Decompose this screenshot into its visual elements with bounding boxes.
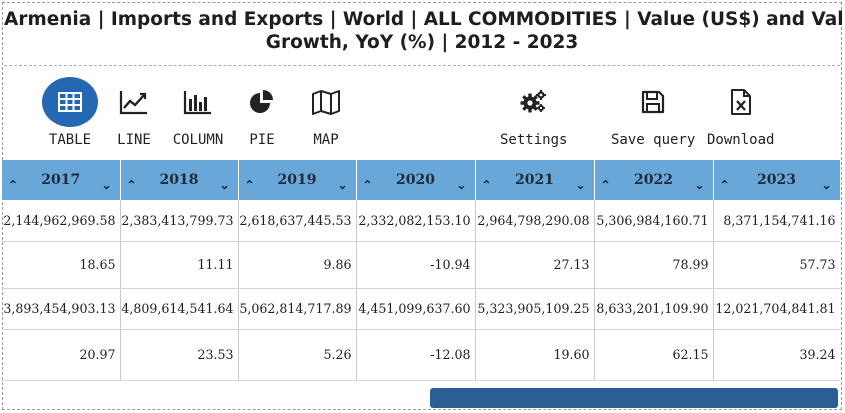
map-view-button[interactable]: MAP [297, 76, 355, 148]
column-chart-icon [183, 91, 211, 115]
sort-desc-icon[interactable]: ⌄ [219, 178, 230, 192]
table-cell: 8,371,154,741.16 [713, 200, 840, 242]
pie-view-button[interactable]: PIE [233, 76, 291, 148]
table-cell: 4,809,614,541.64 [120, 288, 239, 330]
pie-view-label: PIE [249, 132, 275, 148]
table-cell: 3,893,454,903.13 [2, 288, 121, 330]
column-header-2020[interactable]: ⌃ 2020 ⌄ [356, 160, 476, 200]
table-cell: 9.86 [238, 241, 357, 289]
line-view-label: LINE [117, 132, 151, 148]
table-row: 18.65 11.11 9.86 -10.94 27.13 78.99 57.7… [2, 241, 840, 289]
column-header-2017[interactable]: ⌃ 2017 ⌄ [2, 160, 121, 200]
floppy-disk-icon [642, 90, 665, 114]
sort-asc-icon[interactable]: ⌃ [362, 178, 373, 192]
sort-desc-icon[interactable]: ⌄ [101, 178, 112, 192]
table-cell: 27.13 [475, 241, 595, 289]
sort-desc-icon[interactable]: ⌄ [575, 178, 586, 192]
data-table: ⌃ 2017 ⌄ ⌃ 2018 ⌄ ⌃ 2019 ⌄ ⌃ 2020 ⌄ ⌃ 2021 ⌄ ⌃ 2022… [2, 160, 840, 381]
table-cell: 78.99 [594, 241, 714, 289]
title-divider [4, 65, 840, 66]
table-header-row: ⌃ 2017 ⌄ ⌃ 2018 ⌄ ⌃ 2019 ⌄ ⌃ 2020 ⌄ ⌃ 2021 ⌄ ⌃ 2022… [2, 160, 840, 200]
table-cell: 2,964,798,290.08 [475, 200, 595, 242]
table-cell: 4,451,099,637.60 [356, 288, 476, 330]
column-header-2019[interactable]: ⌃ 2019 ⌄ [238, 160, 357, 200]
column-header-2018[interactable]: ⌃ 2018 ⌄ [120, 160, 239, 200]
sort-asc-icon[interactable]: ⌃ [244, 178, 255, 192]
settings-label: Settings [500, 132, 568, 148]
sort-asc-icon[interactable]: ⌃ [126, 178, 137, 192]
sort-desc-icon[interactable]: ⌄ [456, 178, 467, 192]
table-cell: 20.97 [2, 329, 121, 381]
table-view-label: TABLE [48, 132, 92, 148]
table-cell: 2,144,962,969.58 [2, 200, 121, 242]
column-header-2021[interactable]: ⌃ 2021 ⌄ [475, 160, 595, 200]
table-cell: 23.53 [120, 329, 239, 381]
table-cell: 12,021,704,841.81 [713, 288, 840, 330]
title-line-1: Armenia | Imports and Exports | World | … [4, 9, 845, 30]
column-header-2023[interactable]: ⌃ 2023 ⌄ [713, 160, 840, 200]
table-cell: 39.24 [713, 329, 840, 381]
map-icon [312, 90, 340, 115]
table-cell: 5,062,814,717.89 [238, 288, 357, 330]
sort-desc-icon[interactable]: ⌄ [694, 178, 705, 192]
excel-file-icon [730, 89, 751, 115]
save-query-button[interactable]: Save query [611, 76, 695, 148]
table-cell: 5.26 [238, 329, 357, 381]
table-cell: 5,306,984,160.71 [594, 200, 714, 242]
table-cell: 8,633,201,109.90 [594, 288, 714, 330]
column-view-label: COLUMN [172, 132, 224, 148]
sort-asc-icon[interactable]: ⌃ [719, 178, 730, 192]
table-cell: 19.60 [475, 329, 595, 381]
table-row: 20.97 23.53 5.26 -12.08 19.60 62.15 39.2… [2, 329, 840, 381]
page-title: Armenia | Imports and Exports | World | … [4, 8, 845, 54]
line-view-button[interactable]: LINE [105, 76, 163, 148]
pie-chart-icon [250, 90, 273, 113]
table-cell: -12.08 [356, 329, 476, 381]
gears-icon [520, 90, 546, 113]
data-table-container: ⌃ 2017 ⌄ ⌃ 2018 ⌄ ⌃ 2019 ⌄ ⌃ 2020 ⌄ ⌃ 2021 ⌄ ⌃ 2022… [2, 160, 840, 386]
table-view-button[interactable]: TABLE [41, 76, 99, 148]
download-button[interactable]: Download [707, 76, 774, 148]
sort-desc-icon[interactable]: ⌄ [337, 178, 348, 192]
view-toolbar: TABLE LINE COLUMN [0, 76, 845, 158]
table-cell: 2,383,413,799.73 [120, 200, 239, 242]
table-cell: 2,332,082,153.10 [356, 200, 476, 242]
sort-desc-icon[interactable]: ⌄ [821, 178, 832, 192]
table-row: 2,144,962,969.58 2,383,413,799.73 2,618,… [2, 200, 840, 242]
title-line-2: Growth, YoY (%) | 2012 - 2023 [265, 32, 579, 53]
table-row: 3,893,454,903.13 4,809,614,541.64 5,062,… [2, 288, 840, 330]
table-cell: 57.73 [713, 241, 840, 289]
sort-asc-icon[interactable]: ⌃ [481, 178, 492, 192]
download-label: Download [707, 132, 775, 148]
horizontal-scrollbar-thumb[interactable] [430, 388, 838, 408]
table-cell: 5,323,905,109.25 [475, 288, 595, 330]
table-cell: 18.65 [2, 241, 121, 289]
sort-asc-icon[interactable]: ⌃ [600, 178, 611, 192]
table-cell: 2,618,637,445.53 [238, 200, 357, 242]
save-query-label: Save query [611, 132, 696, 148]
table-cell: 62.15 [594, 329, 714, 381]
table-cell: -10.94 [356, 241, 476, 289]
map-view-label: MAP [313, 132, 339, 148]
column-header-2022[interactable]: ⌃ 2022 ⌄ [594, 160, 714, 200]
settings-button[interactable]: Settings [500, 76, 567, 148]
table-cell: 11.11 [120, 241, 239, 289]
column-view-button[interactable]: COLUMN [169, 76, 227, 148]
table-icon [58, 92, 82, 112]
line-chart-icon [119, 91, 147, 115]
sort-asc-icon[interactable]: ⌃ [8, 178, 19, 192]
